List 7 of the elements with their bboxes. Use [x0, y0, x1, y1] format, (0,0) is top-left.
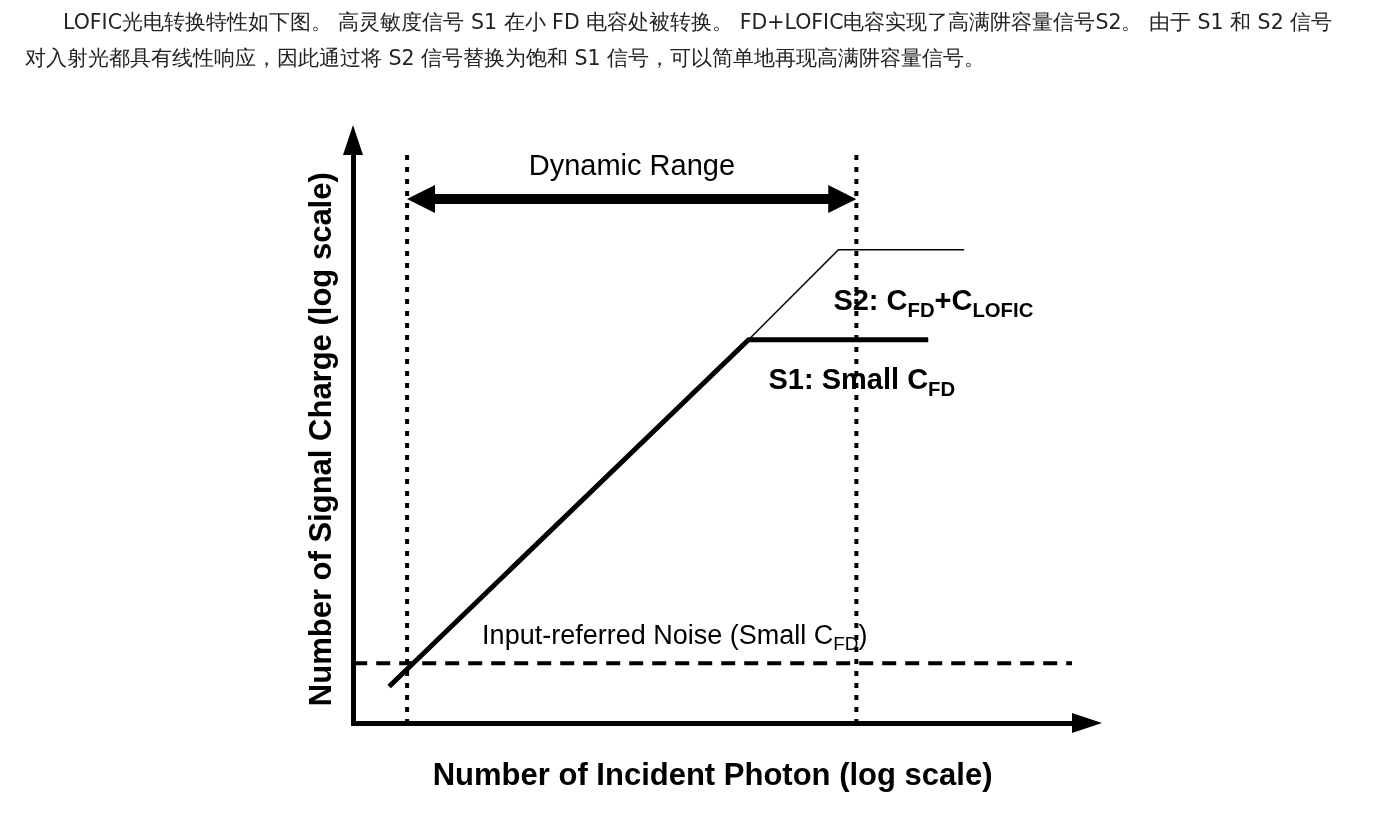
- text: Dynamic Range: [528, 148, 736, 182]
- series-label: S1: Small C$_{FD}$: [768, 362, 956, 401]
- y-axis-title: Number of Signal Charge (log scale): [303, 172, 339, 707]
- ref-line-label: Input-referred Noise (Small C$_{FD}$): [482, 619, 868, 656]
- series-label: S2: C$_{FD}$+C$_{LOFIC}$: [833, 283, 1034, 322]
- x-axis-title: Number of Incident Photon (log scale): [432, 756, 993, 792]
- chart-title: LOFIC光电转换特性如下图。 高灵敏度信号 S1 在小 FD 电容处被转换。 FD+LOFIC电容实现了高满阱容量信号S2。 由于 S1 和 S2 信号对入射光都具有线性响应，因此通过将 S2 信号替换为饱和 S1 信号，可以简单地再现高满阱容量信号。: [25, 9, 1334, 72]
